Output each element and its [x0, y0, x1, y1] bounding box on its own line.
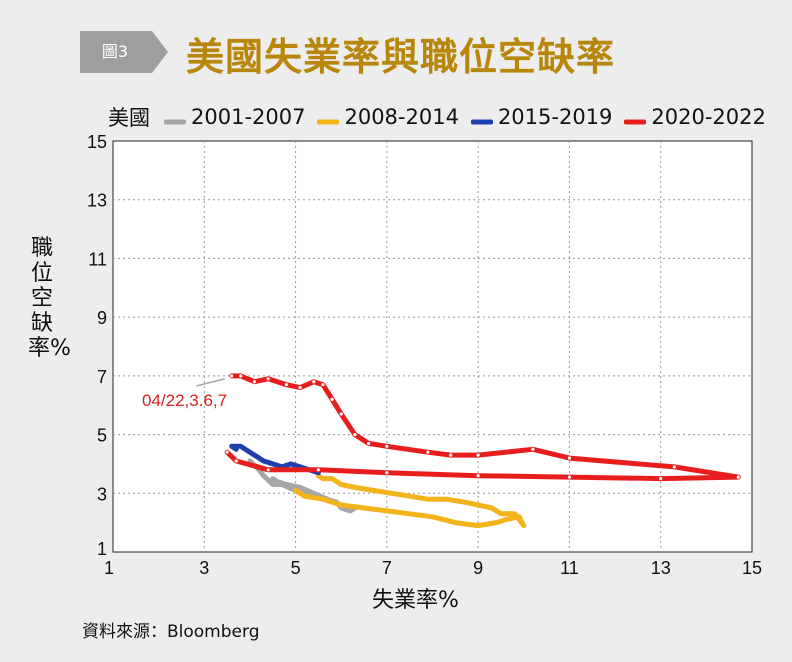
series-point-2020-2022-26: [239, 374, 243, 378]
series-point-2020-2022-19: [330, 397, 334, 401]
legend-label-2008-2014: 2008-2014: [344, 105, 459, 129]
series-point-2020-2022-17: [353, 432, 357, 437]
legend-item-2015-2019: 2015-2019: [470, 105, 613, 129]
plot-background: [112, 140, 753, 553]
series-point-2020-2022-14: [426, 450, 430, 454]
x-tick-label-13: 13: [651, 558, 671, 578]
legend-label-2020-2022: 2020-2022: [651, 105, 766, 129]
series-point-2020-2022-2: [266, 468, 270, 472]
series-point-2020-2022-5: [476, 474, 480, 478]
series-line-2001-2007: [247, 458, 358, 514]
series-point-2020-2022-12: [476, 453, 480, 457]
series-point-2020-2022-18: [339, 412, 343, 416]
series-point-2020-2022-0: [225, 450, 229, 454]
x-tick-label-1: 1: [104, 558, 114, 578]
legend: 美國 2001-2007 2008-2014 2015-2019 2020-20…: [108, 102, 778, 132]
y-tick-label-7: 7: [97, 367, 107, 387]
series-point-2020-2022-3: [316, 468, 320, 472]
series-point-2020-2022-9: [672, 465, 677, 469]
y-tick-label-11: 11: [88, 249, 107, 269]
series-point-2020-2022-8: [736, 475, 740, 479]
x-tick-label-5: 5: [291, 558, 301, 578]
legend-item-2008-2014: 2008-2014: [316, 105, 459, 129]
series-point-2020-2022-25: [252, 380, 257, 384]
annotation-label: 04/22,3.6,7: [142, 391, 227, 410]
legend-region-label: 美國: [108, 106, 150, 130]
series-line-2015-2019: [229, 443, 321, 476]
x-tick-label-15: 15: [742, 558, 762, 578]
chart-title: 美國失業率與職位空缺率: [186, 34, 616, 79]
series-point-2020-2022-1: [234, 459, 238, 463]
x-tick-label-9: 9: [473, 558, 483, 578]
legend-item-2001-2007: 2001-2007: [163, 105, 306, 129]
legend-item-2020-2022: 2020-2022: [623, 105, 766, 129]
series-point-2020-2022-27: [230, 374, 234, 378]
y-tick-label-5: 5: [97, 426, 107, 446]
badge-arrow-shape: [80, 31, 168, 73]
y-tick-label-3: 3: [97, 484, 107, 504]
series-point-2020-2022-15: [385, 444, 389, 448]
x-tick-label-11: 11: [560, 558, 579, 578]
figure-label: 圖3: [101, 42, 129, 61]
series-point-2020-2022-16: [367, 441, 371, 445]
series-point-2020-2022-22: [298, 386, 302, 390]
figure-badge: 圖3: [80, 31, 168, 73]
series-point-2020-2022-13: [449, 453, 453, 457]
series-point-2020-2022-4: [385, 471, 389, 475]
series-line-2008-2014: [293, 473, 527, 529]
series-line-2020-2022: [224, 373, 741, 482]
legend-swatch-2015-2019: [470, 110, 494, 125]
annotation-leader: [196, 378, 225, 387]
series-point-2020-2022-20: [321, 383, 325, 387]
y-tick-label-9: 9: [97, 308, 107, 328]
x-tick-label-3: 3: [199, 558, 209, 578]
legend-label-2001-2007: 2001-2007: [191, 105, 306, 129]
x-axis-label: 失業率%: [372, 588, 459, 613]
series-point-2020-2022-11: [531, 447, 535, 451]
series-point-2020-2022-10: [567, 456, 572, 460]
legend-swatch-2001-2007: [163, 110, 187, 125]
y-tick-label-15: 15: [87, 132, 107, 152]
series-point-2020-2022-24: [266, 377, 270, 381]
y-tick-label-1: 1: [97, 539, 107, 559]
series-point-2020-2022-21: [312, 380, 316, 384]
series-point-2020-2022-7: [659, 477, 663, 481]
legend-swatch-2020-2022: [623, 110, 647, 125]
legend-label-2015-2019: 2015-2019: [497, 105, 613, 129]
y-tick-label-13: 13: [87, 191, 107, 211]
source-note: 資料來源：Bloomberg: [82, 622, 260, 642]
legend-swatch-2008-2014: [316, 110, 340, 125]
series-point-2020-2022-23: [284, 383, 289, 387]
series-point-2020-2022-6: [567, 475, 572, 479]
x-tick-label-7: 7: [382, 558, 392, 578]
